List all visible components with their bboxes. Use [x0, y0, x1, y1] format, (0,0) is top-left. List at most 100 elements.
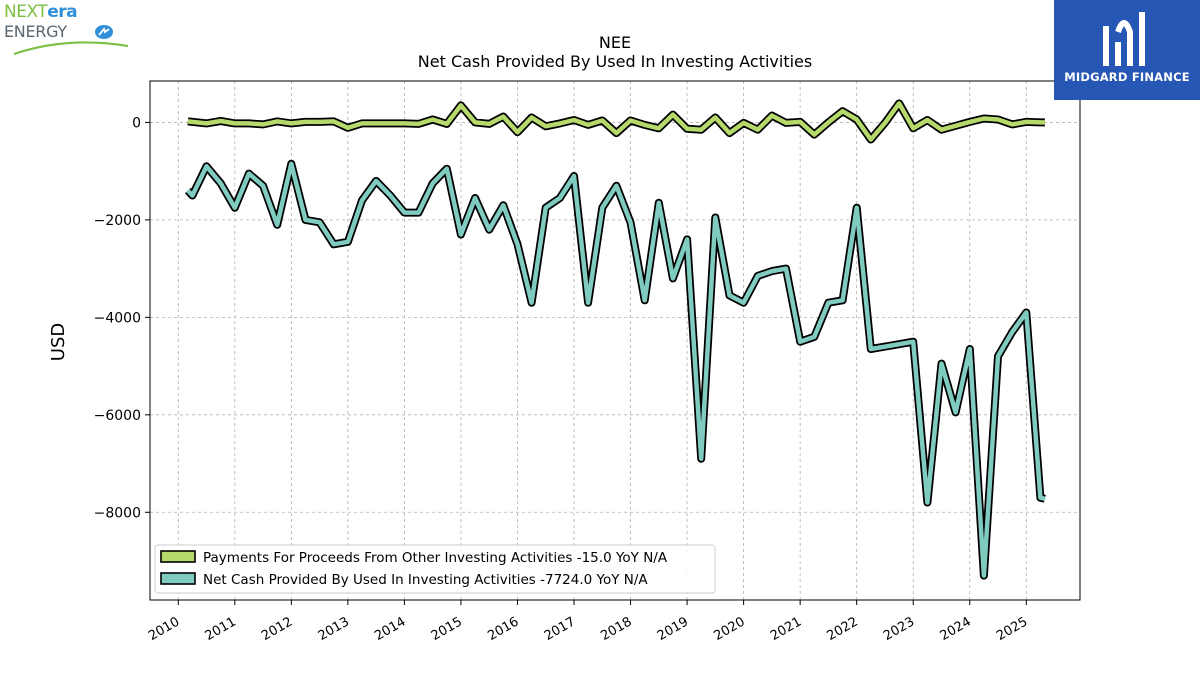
- data-point-net-cash: [432, 182, 434, 184]
- data-point-net-cash: [615, 185, 618, 187]
- data-point-payments: [940, 129, 943, 131]
- data-point-payments: [587, 124, 589, 126]
- data-point-payments: [187, 120, 189, 122]
- data-point-net-cash: [191, 194, 193, 197]
- data-point-payments: [220, 120, 222, 122]
- x-tick-label: 2025: [994, 614, 1030, 644]
- data-point-payments: [290, 122, 292, 124]
- x-tick-label: 2012: [259, 614, 295, 644]
- x-tick-label: 2020: [711, 614, 747, 644]
- data-point-payments: [997, 118, 999, 121]
- data-point-payments: [827, 121, 830, 123]
- y-axis-label: USD: [48, 323, 69, 361]
- data-point-net-cash: [460, 233, 462, 236]
- data-point-payments: [898, 102, 900, 104]
- data-point-net-cash: [912, 341, 914, 343]
- x-tick-label: 2024: [938, 614, 974, 644]
- data-point-net-cash: [940, 363, 943, 365]
- data-point-payments: [912, 127, 914, 129]
- data-point-net-cash: [276, 224, 278, 226]
- grid: [150, 81, 1080, 600]
- data-point-net-cash: [220, 182, 222, 184]
- data-point-net-cash: [531, 302, 533, 304]
- y-tick-label: −6000: [94, 408, 141, 424]
- data-point-net-cash: [813, 336, 815, 338]
- data-point-net-cash: [686, 238, 688, 240]
- data-point-net-cash: [587, 302, 589, 304]
- data-point-net-cash: [1011, 331, 1013, 333]
- data-point-payments: [333, 120, 335, 122]
- data-point-net-cash: [983, 575, 985, 577]
- data-point-net-cash: [502, 204, 504, 206]
- data-point-net-cash: [785, 268, 787, 270]
- data-point-payments: [771, 115, 773, 117]
- chart-subtitle: Net Cash Provided By Used In Investing A…: [418, 52, 812, 71]
- nextera-energy-logo: NEXTera ENERGY: [4, 2, 134, 60]
- data-point-payments: [375, 122, 377, 124]
- x-tick-label: 2021: [768, 614, 804, 644]
- y-tick-label: −2000: [94, 213, 141, 229]
- data-point-net-cash: [870, 348, 872, 350]
- data-point-net-cash: [516, 243, 519, 245]
- series-line-payments: [187, 101, 1045, 142]
- data-point-net-cash: [187, 190, 189, 192]
- midgard-mark-icon: [1103, 12, 1145, 66]
- x-tick-label: 2013: [316, 614, 352, 644]
- data-point-net-cash: [898, 343, 900, 345]
- data-point-payments: [361, 122, 363, 124]
- data-point-payments: [644, 124, 646, 126]
- legend-label-net-cash: Net Cash Provided By Used In Investing A…: [203, 572, 648, 588]
- data-point-net-cash: [644, 299, 646, 301]
- data-point-net-cash: [884, 346, 886, 348]
- data-point-net-cash: [248, 173, 250, 175]
- x-tick-label: 2018: [598, 614, 634, 644]
- data-point-net-cash: [488, 229, 490, 231]
- data-point-payments: [601, 119, 603, 122]
- data-point-payments: [757, 129, 759, 131]
- data-point-net-cash: [728, 294, 731, 296]
- data-point-payments: [488, 123, 490, 125]
- data-point-net-cash: [573, 175, 575, 177]
- data-point-net-cash: [1039, 497, 1041, 499]
- data-point-net-cash: [474, 197, 476, 199]
- x-tick-label: 2017: [542, 614, 578, 644]
- data-point-net-cash: [997, 355, 999, 357]
- data-point-net-cash: [304, 219, 307, 221]
- data-point-net-cash: [955, 411, 957, 413]
- data-point-payments: [672, 114, 674, 116]
- data-point-payments: [1011, 123, 1013, 125]
- x-tick-label: 2010: [146, 614, 182, 644]
- data-point-payments: [531, 116, 533, 119]
- data-point-payments: [842, 110, 844, 112]
- data-point-payments: [700, 129, 702, 131]
- y-tick-label: −8000: [94, 505, 141, 521]
- data-point-net-cash: [842, 299, 844, 301]
- data-point-payments: [559, 122, 561, 124]
- data-point-net-cash: [714, 216, 716, 219]
- data-point-payments: [545, 125, 547, 127]
- data-point-net-cash: [403, 212, 405, 214]
- data-point-net-cash: [361, 199, 363, 201]
- legend-box: [154, 544, 716, 594]
- data-point-payments: [658, 127, 660, 129]
- data-point-net-cash: [827, 302, 830, 304]
- logo-text-next: NEXTera: [4, 2, 78, 22]
- data-point-payments: [926, 119, 929, 121]
- data-point-net-cash: [262, 185, 264, 187]
- data-point-payments: [1044, 121, 1046, 123]
- data-point-net-cash: [375, 180, 377, 182]
- data-point-payments: [799, 121, 801, 123]
- x-tick-label: 2022: [825, 614, 861, 644]
- data-point-net-cash: [771, 270, 773, 272]
- y-tick-label: 0: [132, 115, 141, 131]
- logo-badge-icon: [95, 25, 113, 39]
- chart-title: NEE: [599, 33, 631, 52]
- data-point-payments: [983, 117, 985, 120]
- data-point-net-cash: [234, 207, 236, 209]
- data-point-net-cash: [1025, 311, 1027, 314]
- data-point-payments: [205, 122, 208, 124]
- midgard-finance-logo: MIDGARD FINANCE: [1054, 0, 1200, 100]
- data-point-net-cash: [926, 501, 929, 504]
- data-point-payments: [234, 122, 236, 124]
